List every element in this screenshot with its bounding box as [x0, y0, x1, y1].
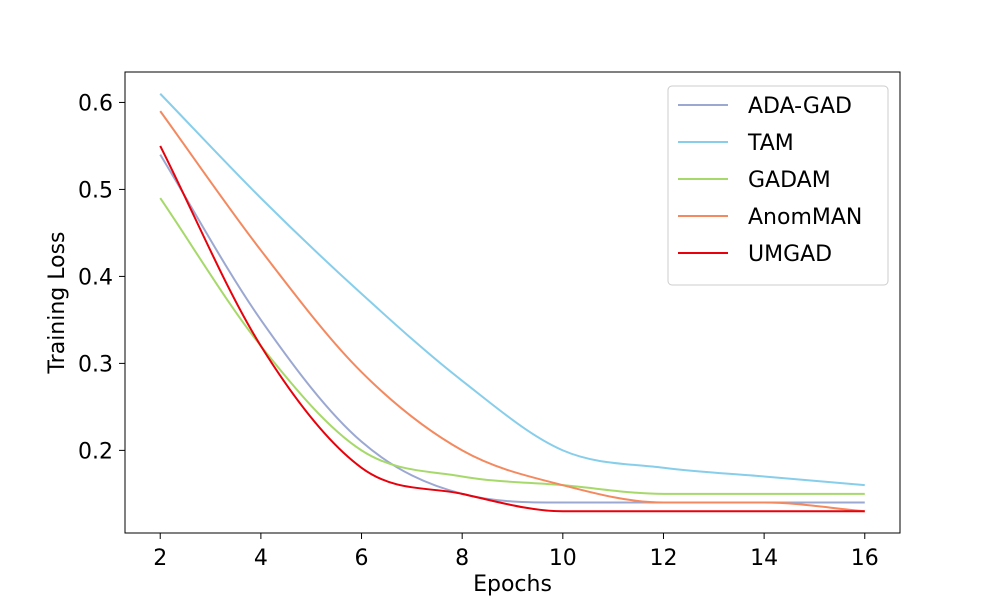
x-tick-label: 14 — [750, 546, 778, 571]
legend-label-gadam: GADAM — [748, 168, 831, 193]
x-tick-label: 6 — [355, 546, 369, 571]
x-tick-label: 8 — [455, 546, 469, 571]
y-tick-label: 0.3 — [78, 352, 113, 377]
x-axis-label: Epochs — [473, 572, 552, 597]
series-line-anomman — [159, 110, 865, 513]
series-line-tam — [159, 93, 865, 487]
plot-frame — [124, 71, 901, 534]
x-tick-label: 12 — [649, 546, 677, 571]
series-lines — [159, 93, 865, 513]
legend-label-anomman: AnomMAN — [748, 205, 862, 230]
y-tick-label: 0.5 — [78, 178, 113, 203]
y-tick-label: 0.4 — [78, 265, 113, 290]
legend-label-tam: TAM — [747, 131, 794, 156]
y-axis-label: Training Loss — [45, 231, 70, 374]
legend-box — [667, 85, 889, 286]
x-axis-ticks: 2 4 6 8 10 12 14 16 — [153, 533, 879, 571]
x-tick-label: 16 — [851, 546, 879, 571]
x-tick-label: 2 — [153, 546, 167, 571]
x-tick-label: 10 — [549, 546, 577, 571]
y-axis-ticks: 0.2 0.3 0.4 0.5 0.6 — [78, 91, 125, 464]
y-tick-label: 0.6 — [78, 91, 113, 116]
series-line-umgad — [159, 145, 865, 513]
y-tick-label: 0.2 — [78, 439, 113, 464]
legend-label-umgad: UMGAD — [748, 242, 832, 267]
x-tick-label: 4 — [254, 546, 268, 571]
legend-label-ada-gad: ADA-GAD — [748, 94, 852, 119]
legend: ADA-GAD TAM GADAM AnomMAN UMGAD — [667, 85, 889, 286]
